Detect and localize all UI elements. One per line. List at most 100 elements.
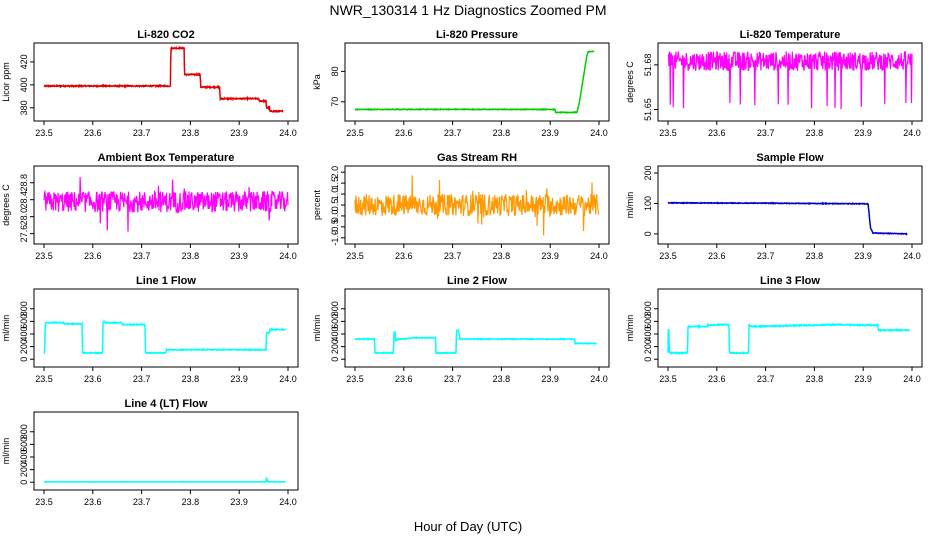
x-tick-label: 23.9 [541,251,559,261]
x-tick-label: 23.6 [84,374,102,384]
y-axis-label: degrees C [625,61,635,103]
series-line [354,328,597,355]
y-tick-label: 800 [330,301,340,316]
x-tick-label: 23.5 [659,251,677,261]
x-tick-label: 23.7 [444,128,462,138]
x-tick-label: 23.8 [806,374,824,384]
panel-title: Line 3 Flow [760,275,820,287]
chart-panel: Line 4 (LT) Flow ml/min 23.5 23.6 23.7 23.8 23… [1,398,299,507]
figure-title: NWR_130314 1 Hz Diagnostics Zoomed PM [329,2,606,18]
series-line [43,176,289,232]
panel-title: Gas Stream RH [437,152,517,164]
x-tick-label: 23.7 [757,128,775,138]
x-tick-label: 23.9 [854,374,872,384]
series-line [43,320,287,355]
data-series [667,322,910,356]
x-tick-label: 24.0 [279,128,297,138]
y-tick-label: 600 [643,314,653,329]
y-tick-label: 51.65 [643,98,653,121]
y-tick-label: 28.4 [19,191,29,209]
data-series [667,51,913,110]
x-tick-label: 24.0 [590,251,608,261]
series-line [354,50,595,114]
y-tick-label: 80 [330,66,340,76]
chart-panel: Line 3 Flow ml/min 23.5 23.6 23.7 23.8 23.9 24.… [625,275,923,384]
y-axis-label: ml/min [1,315,11,342]
panel-title: Li-820 Temperature [740,29,841,41]
x-tick-label: 23.9 [541,128,559,138]
plot-frame [657,42,923,122]
series-line [43,477,286,483]
panel-title: Li-820 Pressure [436,29,518,41]
x-tick-label: 23.8 [493,251,511,261]
x-tick-label: 24.0 [279,251,297,261]
plot-frame [344,288,610,368]
data-series [43,45,284,114]
y-axis-label: kPa [312,74,322,90]
x-tick-label: 23.6 [708,251,726,261]
x-tick-label: 24.0 [590,374,608,384]
y-tick-label: 0.0 [330,210,340,223]
y-tick-label: 400 [19,77,29,92]
x-tick-label: 23.6 [84,251,102,261]
x-tick-label: 23.6 [708,374,726,384]
y-axis-label: degrees C [1,184,11,226]
x-tick-label: 23.9 [854,128,872,138]
y-axis-label: ml/min [625,315,635,342]
x-tick-label: 23.9 [230,497,248,507]
x-tick-label: 23.8 [806,251,824,261]
y-tick-label: 200 [19,339,29,354]
chart-panel: Line 1 Flow ml/min 23.5 23.6 23.7 23.8 23.9 24.… [1,275,299,384]
y-tick-label: 600 [19,437,29,452]
series-line [43,45,284,114]
panel-title: Line 1 Flow [136,275,196,287]
x-tick-label: 23.6 [395,251,413,261]
y-tick-label: 200 [19,462,29,477]
y-tick-label: 28.0 [19,208,29,226]
x-tick-label: 23.8 [493,374,511,384]
x-tick-label: 23.5 [346,251,364,261]
y-tick-label: 27.6 [19,225,29,243]
x-tick-label: 23.7 [133,128,151,138]
chart-panel: Li-820 Pressure kPa 23.5 23.6 23.7 23.8 23.9 24… [312,29,610,138]
chart-panel: Line 2 Flow ml/min 23.5 23.6 23.7 23.8 23.9 24.… [312,275,610,384]
x-tick-label: 23.8 [182,251,200,261]
y-tick-label: 200 [643,339,653,354]
y-tick-label: 200 [330,339,340,354]
y-tick-label: 420 [19,54,29,69]
panel-title: Li-820 CO2 [137,29,194,41]
y-tick-label: -1.0 [330,230,340,246]
y-tick-label: 200 [643,166,653,181]
x-tick-label: 23.7 [133,497,151,507]
plot-frame [33,42,299,122]
data-series [43,477,286,483]
y-tick-label: 0 [643,231,653,236]
panels: Li-820 CO2 Licor ppm 23.5 23.6 23.7 23.8 23.9 2… [1,29,923,507]
y-tick-label: 1.5 [330,177,340,190]
series-line [667,201,908,236]
x-tick-label: 23.9 [230,128,248,138]
y-tick-label: 0 [19,357,29,362]
x-tick-label: 23.6 [84,497,102,507]
plot-frame [33,288,299,368]
y-tick-label: 70 [330,97,340,107]
x-tick-label: 24.0 [279,497,297,507]
x-tick-label: 24.0 [903,374,921,384]
x-tick-label: 23.5 [659,374,677,384]
y-axis-label: percent [312,189,322,220]
y-tick-label: 400 [330,326,340,341]
y-tick-label: 800 [643,301,653,316]
x-tick-label: 23.6 [708,128,726,138]
x-tick-label: 23.8 [493,128,511,138]
panel-title: Sample Flow [756,152,824,164]
y-tick-label: 100 [643,196,653,211]
y-tick-label: 51.68 [643,54,653,77]
y-axis-label: ml/min [312,315,322,342]
x-tick-label: 23.7 [757,374,775,384]
x-tick-label: 23.9 [230,374,248,384]
y-tick-label: 800 [19,424,29,439]
x-tick-label: 23.5 [35,497,53,507]
x-tick-label: 23.7 [133,251,151,261]
y-tick-label: 0.5 [330,199,340,212]
